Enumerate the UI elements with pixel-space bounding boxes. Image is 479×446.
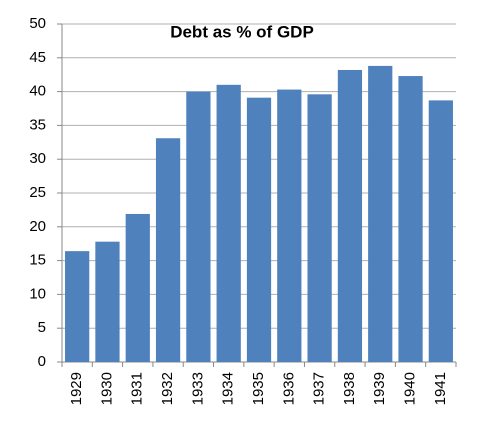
x-tick-label: 1940: [402, 372, 419, 405]
bar: [428, 100, 453, 362]
y-tick-label: 45: [29, 49, 46, 66]
x-tick-label: 1939: [371, 372, 388, 405]
y-tick-label: 50: [29, 15, 46, 32]
y-tick-label: 30: [29, 150, 46, 167]
bar: [246, 97, 272, 363]
bar: [186, 91, 211, 362]
y-tick-label: 40: [29, 83, 46, 100]
y-tick-label: 35: [29, 116, 46, 133]
bar: [155, 138, 181, 362]
x-tick-label: 1932: [159, 372, 176, 405]
bar: [125, 213, 150, 362]
bar: [277, 89, 302, 363]
bar: [337, 69, 363, 362]
bar: [307, 94, 332, 362]
x-tick-label: 1935: [250, 372, 267, 405]
bar: [368, 65, 393, 363]
x-tick-label: 1941: [432, 372, 449, 405]
bar: [216, 84, 241, 362]
y-tick-label: 5: [38, 319, 46, 336]
x-tick-label: 1931: [129, 372, 146, 405]
y-tick-label: 25: [29, 184, 46, 201]
y-tick-label: 0: [38, 353, 46, 370]
bar: [95, 241, 120, 362]
chart-title: Debt as % of GDP: [170, 22, 314, 41]
x-tick-label: 1934: [220, 372, 237, 405]
x-tick-label: 1938: [341, 372, 358, 405]
x-tick-label: 1929: [68, 372, 85, 405]
y-tick-label: 15: [29, 252, 46, 269]
bar: [398, 76, 423, 362]
x-tick-label: 1936: [280, 372, 297, 405]
bar: [65, 251, 90, 362]
x-tick-label: 1937: [311, 372, 328, 405]
y-tick-label: 20: [29, 218, 46, 235]
y-tick-label: 10: [29, 285, 46, 302]
x-tick-label: 1933: [189, 372, 206, 405]
x-tick-label: 1930: [98, 372, 115, 405]
